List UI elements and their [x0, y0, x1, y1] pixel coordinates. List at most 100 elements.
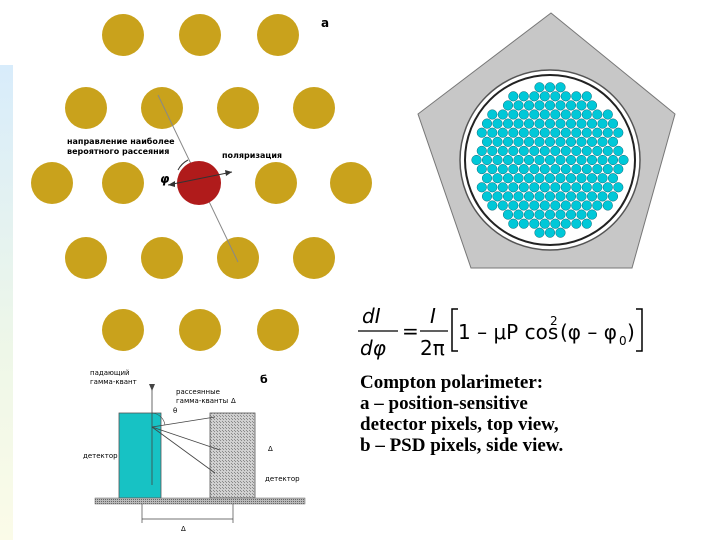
formula-bracket-content: 1 – μP cos	[458, 320, 558, 344]
hex-pixel	[602, 109, 613, 120]
hex-pixel	[586, 154, 598, 166]
hex-pixel	[560, 109, 571, 120]
hex-pixel	[581, 109, 592, 120]
scattered-ray-1	[151, 416, 216, 428]
hex-pixel	[508, 145, 519, 156]
hex-pixel	[502, 173, 514, 184]
hex-pixel	[565, 118, 577, 129]
gold-pixel	[293, 237, 335, 279]
hex-pixel	[502, 100, 514, 111]
hex-pixel	[529, 91, 540, 102]
gold-pixel	[257, 309, 299, 351]
hex-pixel	[534, 227, 545, 238]
hex-pixel	[555, 136, 566, 147]
formula-right-bracket	[636, 308, 643, 352]
base-plate	[94, 497, 306, 505]
hex-pixel	[576, 118, 587, 129]
hex-pixel	[534, 136, 545, 147]
hex-pixel	[518, 218, 529, 229]
polarization-label: поляризация	[222, 151, 282, 160]
hex-pixel	[581, 91, 592, 102]
hex-pixel	[492, 154, 503, 166]
diagram-a: φ а направление наиболее вероятного расс…	[31, 14, 372, 351]
hex-pixel	[602, 145, 613, 156]
hex-pixel	[560, 91, 571, 102]
hex-pixel	[544, 82, 556, 93]
hex-pixel	[518, 127, 529, 138]
hex-pixel	[513, 136, 524, 147]
caption-line-1: Compton polarimeter:	[360, 372, 544, 393]
hex-pixel	[581, 127, 592, 138]
hex-pixel	[497, 145, 508, 156]
scattered-label-line2: гамма-кванты	[176, 397, 228, 405]
scatter-label-line1: направление наиболее	[67, 136, 175, 146]
hex-pixel	[518, 182, 529, 193]
hex-pixel	[571, 200, 582, 211]
hex-pixel	[607, 191, 619, 202]
theta-label: θ	[173, 407, 177, 415]
hex-pixel	[602, 164, 613, 175]
hex-pixel	[518, 200, 529, 211]
gold-pixel	[102, 309, 144, 351]
hex-pixel	[550, 200, 561, 211]
hex-pixel	[492, 191, 503, 202]
hex-pixel	[487, 164, 498, 175]
polarization-arrowtail	[168, 181, 175, 187]
hex-pixel	[597, 173, 608, 184]
hex-pixel	[618, 154, 629, 166]
hex-pixel	[508, 200, 519, 211]
hex-pixel	[555, 191, 566, 202]
center-pixel	[177, 161, 221, 205]
hex-pixel	[476, 182, 487, 193]
hex-pixel	[487, 200, 498, 211]
hex-pixel	[544, 136, 556, 147]
hex-pixel	[487, 127, 498, 138]
hex-pixel	[571, 91, 582, 102]
hex-pixel	[539, 109, 550, 120]
gold-pixel	[141, 237, 183, 279]
detector-left-label: детектор	[83, 452, 118, 460]
hex-pixel	[602, 182, 613, 193]
formula-rhs-denominator: 2π	[420, 336, 445, 360]
hex-pixel	[597, 118, 608, 129]
hex-pixel	[544, 154, 556, 166]
hex-pixel	[508, 127, 519, 138]
hex-pixel	[555, 209, 566, 220]
hex-pixel	[529, 164, 540, 175]
panel-b-label: б	[260, 373, 268, 386]
gold-pixel	[141, 87, 183, 129]
right-detector[interactable]	[209, 412, 256, 499]
hex-pixel	[518, 109, 529, 120]
hex-pixel	[571, 182, 582, 193]
gold-pixel	[179, 14, 221, 56]
dim-top-label: Δ	[231, 397, 236, 405]
hex-pixel	[487, 145, 498, 156]
phi-arc	[177, 159, 189, 171]
hex-pixel	[592, 164, 603, 175]
formula-lhs-numerator: dI	[362, 304, 381, 328]
left-detector[interactable]	[118, 412, 162, 499]
hex-pixel	[565, 209, 577, 220]
hex-pixel	[592, 127, 603, 138]
hex-pixel	[571, 127, 582, 138]
dim-bottom-label: Δ	[181, 525, 186, 533]
dim-side-label: Δ	[268, 445, 273, 453]
formula: dI dφ = I 2π 1 – μP cos 2 (φ – φ 0 )	[358, 304, 643, 360]
incident-label-line1: падающий	[90, 369, 130, 377]
detector-right-label: детектор	[265, 475, 300, 483]
gold-pixel	[65, 87, 107, 129]
hex-pixel	[576, 154, 587, 166]
hex-pixel	[576, 209, 587, 220]
hex-pixel	[607, 136, 619, 147]
hex-pixel	[602, 200, 613, 211]
gold-pixel-grid	[31, 14, 372, 351]
left-gradient-strip	[0, 65, 13, 540]
scattered-ray-3	[151, 426, 216, 474]
hex-pixel	[523, 100, 535, 111]
hex-pixel	[476, 164, 487, 175]
hex-pixel	[534, 173, 545, 184]
hex-pixel	[481, 191, 493, 202]
hex-pixel	[508, 91, 519, 102]
hex-pixel	[523, 154, 535, 166]
hex-pixel	[518, 145, 529, 156]
